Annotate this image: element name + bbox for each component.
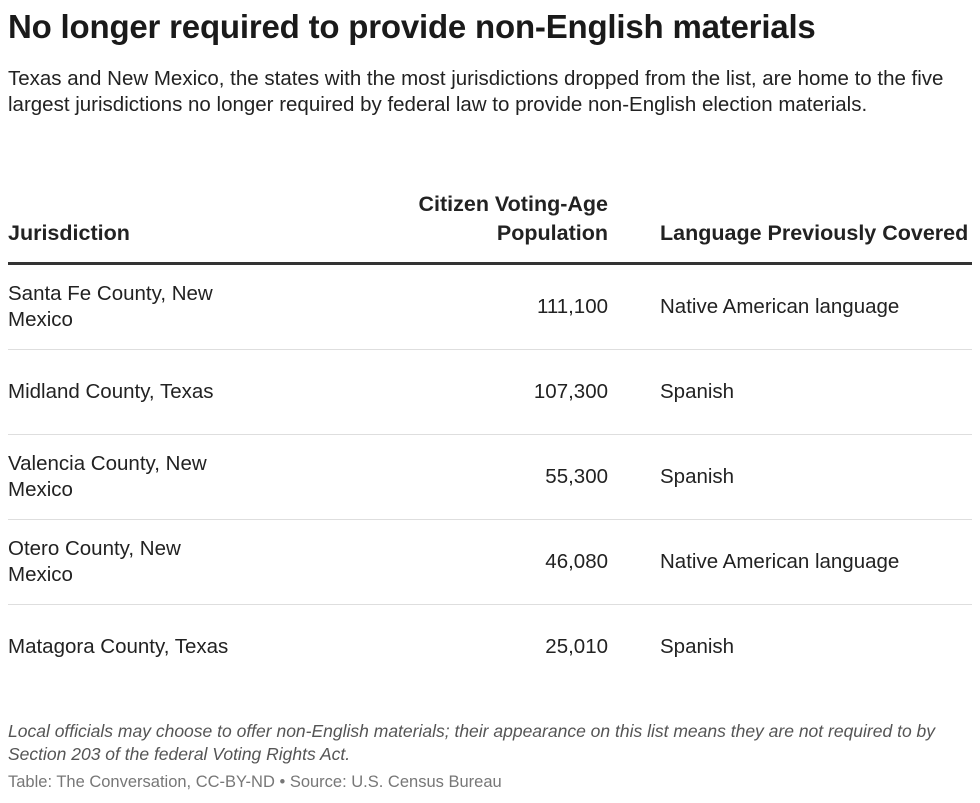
population-cell: 111,100 [338,263,608,350]
table-row: Otero County, New Mexico 46,080 Native A… [8,519,972,605]
source-line: Table: The Conversation, CC-BY-ND • Sour… [8,773,502,791]
population-cell: 46,080 [338,519,608,605]
population-cell: 107,300 [338,349,608,435]
jurisdiction-cell: Santa Fe County, New Mexico [8,263,338,350]
table-row: Santa Fe County, New Mexico 111,100 Nati… [8,263,972,350]
jurisdiction-name: Valencia County, New Mexico [8,452,207,501]
language-cell: Spanish [608,349,972,435]
jurisdiction-cell: Matagora County, Texas [8,605,338,690]
table-header-row: Jurisdiction Citizen Voting-Age Populati… [8,188,972,265]
jurisdiction-name: Santa Fe County, New Mexico [8,282,213,331]
data-table: Jurisdiction Citizen Voting-Age Populati… [8,188,972,689]
jurisdiction-name: Midland County, Texas [8,380,214,403]
column-header-jurisdiction: Jurisdiction [8,188,338,265]
population-cell: 55,300 [338,434,608,520]
jurisdiction-cell: Otero County, New Mexico [8,519,338,605]
language-cell: Native American language [608,263,972,350]
table-row: Valencia County, New Mexico 55,300 Spani… [8,434,972,520]
language-cell: Spanish [608,434,972,520]
language-cell: Native American language [608,519,972,605]
column-header-language: Language Previously Covered [608,188,972,265]
jurisdiction-name: Matagora County, Texas [8,635,229,658]
language-cell: Spanish [660,635,735,658]
population-cell: 25,010 [545,635,608,658]
table-row: Matagora County, Texas 25,010 Spanish [8,605,972,690]
jurisdiction-cell: Midland County, Texas [8,349,338,435]
jurisdiction-cell: Valencia County, New Mexico [8,434,338,520]
table-row: Midland County, Texas 107,300 Spanish [8,349,972,435]
table-note: Local officials may choose to offer non-… [8,721,936,764]
chart-title: No longer required to provide non-Englis… [8,8,816,45]
chart-subtitle: Texas and New Mexico, the states with th… [8,67,944,116]
jurisdiction-name: Otero County, New Mexico [8,537,181,586]
column-header-population: Citizen Voting-Age Population [338,188,608,265]
